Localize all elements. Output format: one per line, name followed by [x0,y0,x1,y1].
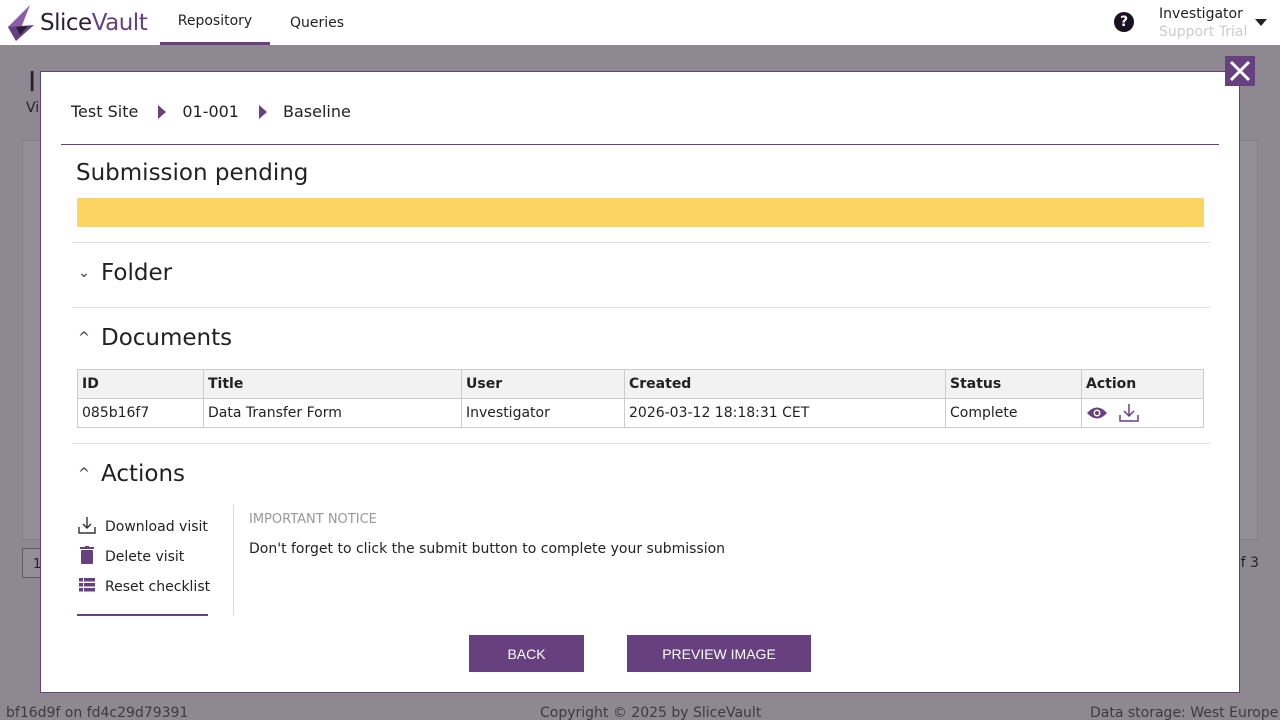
chevron-up-icon: ^ [78,466,90,482]
download-icon[interactable] [1118,403,1140,423]
user-name: Investigator [1159,6,1243,22]
eye-icon[interactable] [1086,406,1108,420]
divider [72,242,1210,243]
visit-modal: Test Site 01-001 Baseline Submission pen… [40,71,1240,693]
table-row: 085b16f7 Data Transfer Form Investigator… [77,398,1204,428]
chevron-up-icon: ^ [78,330,90,346]
chevron-down-icon[interactable] [1255,19,1267,26]
divider [72,443,1210,444]
user-menu[interactable]: Investigator Support Trial [1159,5,1247,41]
tab-queries[interactable]: Queries [290,14,345,31]
delete-visit-action[interactable]: Delete visit [77,542,210,572]
download-icon [77,516,97,538]
section-actions[interactable]: ^ Actions [78,461,186,487]
notice-title: IMPORTANT NOTICE [249,512,377,527]
reset-checklist-action[interactable]: Reset checklist [77,572,210,602]
status-title: Submission pending [76,160,309,186]
divider [61,144,1219,145]
preview-image-button[interactable]: PREVIEW IMAGE [627,635,811,672]
documents-table: ID Title User Created Status Action 085b… [77,369,1204,428]
logo-icon [8,5,34,41]
logo[interactable]: SliceVault [6,5,148,41]
breadcrumb-subject[interactable]: 01-001 [182,102,239,121]
close-button[interactable] [1225,56,1255,86]
breadcrumb-visit: Baseline [282,102,351,121]
chevron-right-icon [258,104,267,119]
divider [72,307,1210,308]
brand-name: SliceVault [40,10,148,36]
chevron-down-icon: ⌄ [78,265,90,281]
help-icon[interactable]: ? [1114,12,1134,32]
status-bar [77,198,1204,227]
user-role: Support Trial [1159,24,1248,40]
download-visit-action[interactable]: Download visit [77,512,210,542]
breadcrumb-site[interactable]: Test Site [71,102,139,121]
chevron-right-icon [158,104,167,119]
divider [233,505,234,615]
notice-text: Don't forget to click the submit button … [249,541,726,557]
section-documents[interactable]: ^ Documents [78,325,233,351]
table-header: ID Title User Created Status Action [77,369,1204,399]
tab-repository[interactable]: Repository [160,0,270,45]
close-icon [1229,60,1251,82]
actions-list: Download visit Delete visit Reset checkl… [77,512,210,602]
top-bar: SliceVault Repository Queries ? Investig… [0,0,1280,45]
breadcrumb: Test Site 01-001 Baseline [71,102,351,121]
section-folder[interactable]: ⌄ Folder [78,260,173,286]
list-icon [77,578,97,596]
back-button[interactable]: BACK [469,635,584,672]
divider [77,614,208,616]
trash-icon [77,546,97,568]
